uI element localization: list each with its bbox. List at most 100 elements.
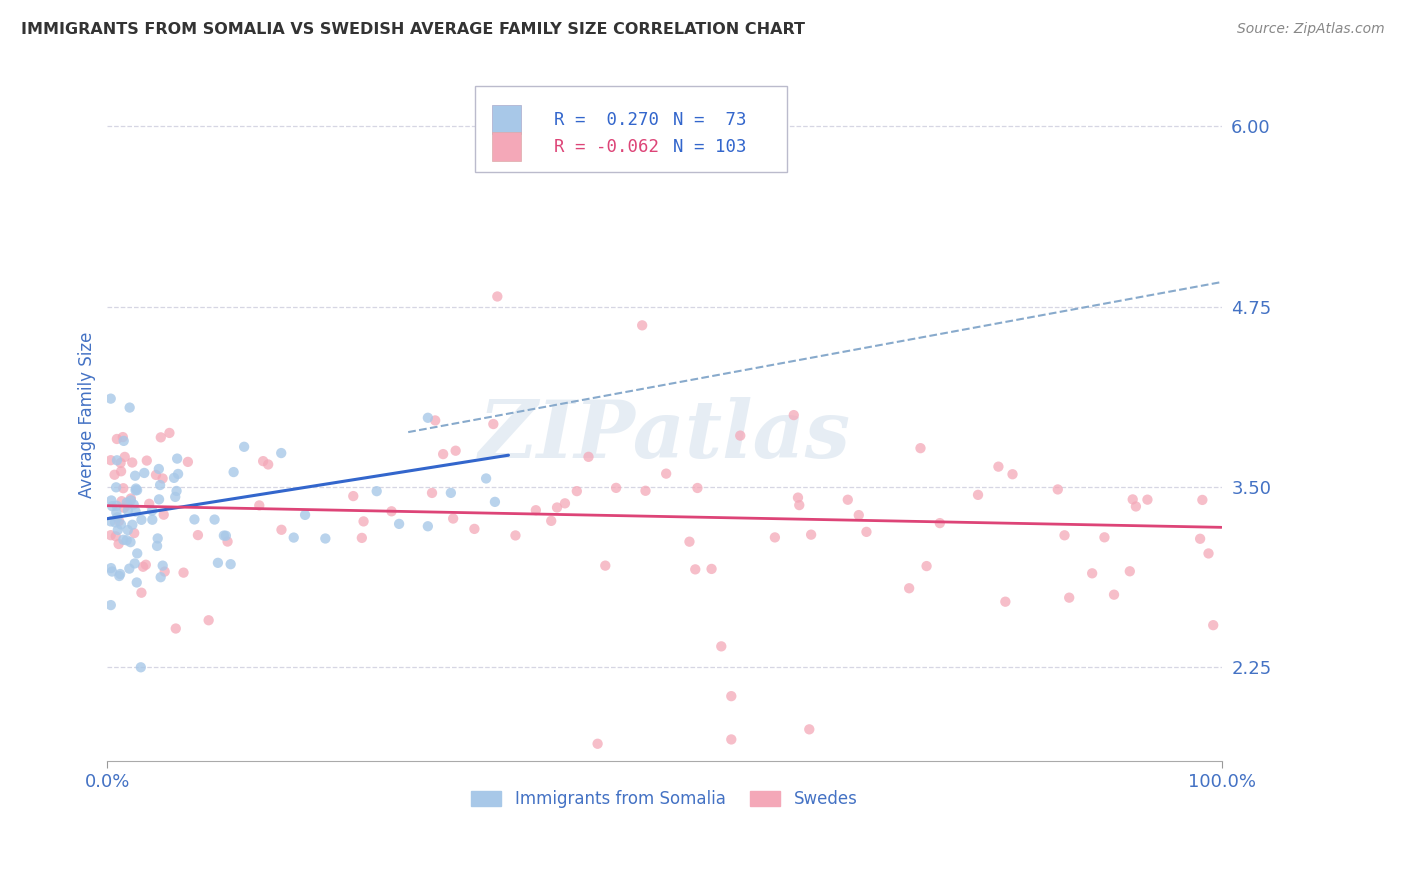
Point (101, 565, 124, 579)
Point (111, 494, 134, 508)
Point (105, 432, 128, 446)
Point (342, 489, 364, 503)
Point (135, 453, 157, 467)
Point (122, 526, 145, 541)
Point (103, 467, 125, 482)
Point (212, 528, 235, 542)
Point (595, 558, 617, 573)
Point (105, 499, 128, 513)
Point (444, 443, 467, 458)
Point (152, 558, 174, 573)
Point (710, 640, 733, 654)
Point (149, 570, 172, 584)
Point (1094, 530, 1116, 544)
Point (118, 561, 141, 575)
Point (105, 510, 128, 524)
Point (1119, 564, 1142, 578)
Point (107, 537, 129, 551)
Point (110, 517, 132, 532)
Point (110, 456, 132, 470)
Point (631, 318, 654, 333)
Point (115, 495, 138, 509)
Point (105, 506, 128, 520)
Point (105, 453, 128, 467)
Point (565, 484, 588, 499)
Point (475, 471, 498, 485)
Point (605, 481, 627, 495)
Point (505, 528, 527, 542)
Point (222, 465, 245, 479)
Point (131, 585, 153, 599)
Point (787, 491, 810, 505)
Point (100, 493, 122, 508)
Point (728, 428, 751, 442)
Point (197, 613, 219, 627)
Point (121, 456, 143, 470)
Point (219, 557, 242, 571)
Point (124, 504, 146, 518)
Point (388, 516, 411, 531)
Text: N = 103: N = 103 (673, 137, 747, 155)
Point (165, 490, 187, 504)
Point (1057, 591, 1080, 605)
Point (1125, 500, 1147, 514)
Point (928, 516, 950, 530)
Point (204, 512, 226, 526)
Point (720, 689, 742, 703)
Point (112, 434, 135, 448)
Point (129, 660, 152, 674)
Point (125, 575, 148, 590)
Point (107, 523, 129, 537)
Point (127, 546, 149, 560)
Point (215, 529, 238, 543)
Point (578, 450, 600, 464)
Point (678, 534, 700, 549)
Point (700, 562, 723, 576)
Point (294, 508, 316, 522)
Point (540, 514, 562, 528)
Point (482, 417, 505, 431)
Point (117, 523, 139, 537)
Point (141, 513, 163, 527)
Point (1122, 492, 1144, 507)
Point (152, 471, 174, 485)
Point (898, 581, 921, 595)
Text: R = -0.062: R = -0.062 (554, 137, 659, 155)
Text: R =  0.270: R = 0.270 (554, 111, 659, 128)
Point (799, 723, 821, 737)
Point (120, 493, 142, 508)
Point (686, 481, 709, 495)
Point (586, 737, 609, 751)
Point (157, 425, 180, 440)
Point (440, 486, 463, 500)
Point (152, 508, 174, 522)
Point (120, 491, 142, 506)
Point (173, 566, 195, 580)
Point (117, 503, 139, 517)
Point (134, 466, 156, 480)
FancyBboxPatch shape (475, 86, 787, 172)
Point (787, 498, 810, 512)
Point (441, 511, 464, 525)
Point (800, 527, 823, 541)
Point (132, 559, 155, 574)
Point (149, 430, 172, 444)
Point (115, 533, 138, 548)
Point (1001, 467, 1024, 482)
Point (252, 454, 274, 468)
Point (146, 539, 169, 553)
Point (145, 467, 167, 482)
Point (141, 503, 163, 517)
Text: Source: ZipAtlas.com: Source: ZipAtlas.com (1237, 22, 1385, 37)
Point (1202, 618, 1225, 632)
Point (233, 440, 256, 454)
Point (1198, 546, 1220, 560)
Point (1189, 532, 1212, 546)
Point (146, 532, 169, 546)
Point (463, 522, 485, 536)
Point (720, 732, 742, 747)
Point (1191, 492, 1213, 507)
Point (855, 524, 877, 539)
FancyBboxPatch shape (492, 132, 520, 161)
Point (114, 450, 136, 464)
